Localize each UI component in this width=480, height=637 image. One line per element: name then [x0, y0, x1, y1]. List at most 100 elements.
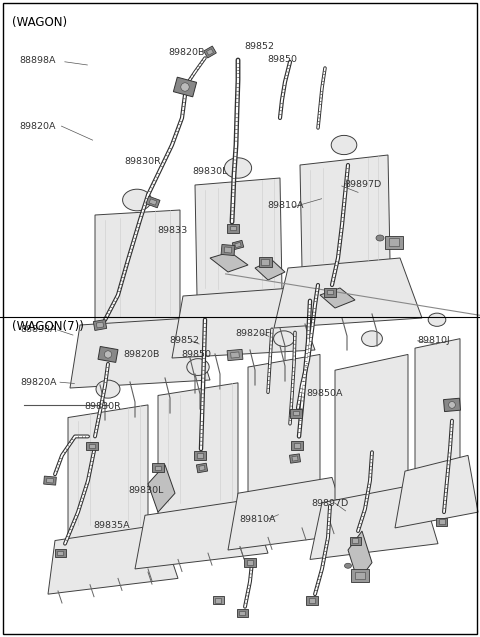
Polygon shape	[210, 252, 248, 272]
Polygon shape	[320, 288, 355, 308]
Polygon shape	[309, 598, 315, 603]
Polygon shape	[244, 558, 256, 567]
Polygon shape	[148, 465, 175, 512]
Polygon shape	[239, 611, 245, 615]
Text: 89852: 89852	[245, 42, 275, 51]
Circle shape	[181, 83, 189, 91]
Polygon shape	[324, 287, 336, 296]
Ellipse shape	[376, 235, 384, 241]
Polygon shape	[290, 408, 302, 417]
Polygon shape	[289, 454, 300, 463]
Polygon shape	[237, 609, 248, 617]
Polygon shape	[327, 290, 333, 294]
Polygon shape	[135, 499, 268, 569]
Text: 89820A: 89820A	[19, 122, 56, 131]
Polygon shape	[197, 453, 204, 458]
Polygon shape	[351, 569, 369, 582]
Ellipse shape	[345, 563, 351, 568]
Polygon shape	[224, 247, 232, 253]
Text: 89897D: 89897D	[311, 499, 348, 508]
Text: 89830R: 89830R	[125, 157, 162, 166]
Polygon shape	[348, 531, 372, 582]
Ellipse shape	[224, 158, 252, 178]
Polygon shape	[93, 320, 107, 331]
Polygon shape	[149, 199, 157, 205]
Polygon shape	[206, 48, 214, 55]
Polygon shape	[44, 476, 56, 485]
Polygon shape	[355, 571, 365, 579]
Polygon shape	[247, 560, 253, 565]
Polygon shape	[47, 478, 53, 483]
Polygon shape	[385, 236, 403, 248]
Polygon shape	[215, 598, 221, 603]
Polygon shape	[231, 352, 240, 358]
Polygon shape	[68, 405, 148, 541]
Polygon shape	[196, 463, 208, 473]
Polygon shape	[415, 339, 460, 471]
Polygon shape	[230, 225, 236, 231]
Polygon shape	[155, 466, 161, 471]
Polygon shape	[306, 596, 318, 605]
Text: 89820B: 89820B	[124, 350, 160, 359]
Text: (WAGON(7)): (WAGON(7))	[12, 320, 84, 333]
Polygon shape	[439, 519, 445, 524]
Circle shape	[449, 401, 456, 408]
Polygon shape	[227, 224, 239, 233]
Text: (WAGON): (WAGON)	[12, 16, 67, 29]
Ellipse shape	[187, 359, 209, 375]
Text: 89850: 89850	[181, 350, 212, 359]
Polygon shape	[172, 288, 315, 358]
Text: 89835A: 89835A	[94, 521, 130, 530]
Text: 89833: 89833	[157, 226, 188, 235]
Ellipse shape	[361, 331, 383, 347]
Ellipse shape	[96, 380, 120, 398]
Text: 89850A: 89850A	[306, 389, 343, 398]
Circle shape	[104, 351, 112, 358]
Polygon shape	[262, 259, 269, 265]
Polygon shape	[98, 347, 118, 362]
Polygon shape	[259, 257, 272, 267]
Polygon shape	[195, 178, 282, 296]
Ellipse shape	[122, 189, 151, 211]
Polygon shape	[152, 464, 164, 473]
Polygon shape	[194, 451, 206, 460]
Polygon shape	[335, 354, 408, 503]
Text: 89810A: 89810A	[239, 515, 276, 524]
Polygon shape	[395, 455, 478, 528]
Polygon shape	[96, 322, 104, 328]
Polygon shape	[232, 240, 244, 250]
Polygon shape	[48, 525, 178, 594]
Polygon shape	[228, 478, 350, 550]
Polygon shape	[389, 238, 399, 246]
Text: 89820B: 89820B	[168, 48, 204, 57]
Polygon shape	[57, 551, 63, 555]
Polygon shape	[349, 536, 360, 545]
Polygon shape	[86, 442, 98, 450]
Text: 89810J: 89810J	[418, 336, 450, 345]
Polygon shape	[255, 260, 285, 280]
Text: 89830L: 89830L	[129, 486, 164, 495]
Polygon shape	[235, 243, 241, 248]
Polygon shape	[274, 258, 422, 328]
Ellipse shape	[331, 136, 357, 155]
Polygon shape	[89, 444, 96, 448]
Text: 89897D: 89897D	[345, 180, 382, 189]
Polygon shape	[294, 443, 300, 448]
Text: 89850: 89850	[267, 55, 298, 64]
Polygon shape	[70, 318, 210, 388]
Text: 89830L: 89830L	[192, 168, 228, 176]
Polygon shape	[248, 354, 320, 493]
Polygon shape	[55, 549, 65, 557]
Polygon shape	[300, 155, 390, 268]
Text: 89830R: 89830R	[84, 402, 121, 411]
Polygon shape	[221, 245, 235, 255]
Text: 88898A: 88898A	[20, 326, 57, 334]
Polygon shape	[173, 77, 197, 97]
Text: 89820F: 89820F	[235, 329, 271, 338]
Text: 89820A: 89820A	[20, 378, 57, 387]
Ellipse shape	[274, 331, 294, 347]
Polygon shape	[352, 538, 358, 543]
Polygon shape	[292, 456, 298, 461]
Polygon shape	[227, 349, 243, 361]
Polygon shape	[146, 196, 160, 208]
